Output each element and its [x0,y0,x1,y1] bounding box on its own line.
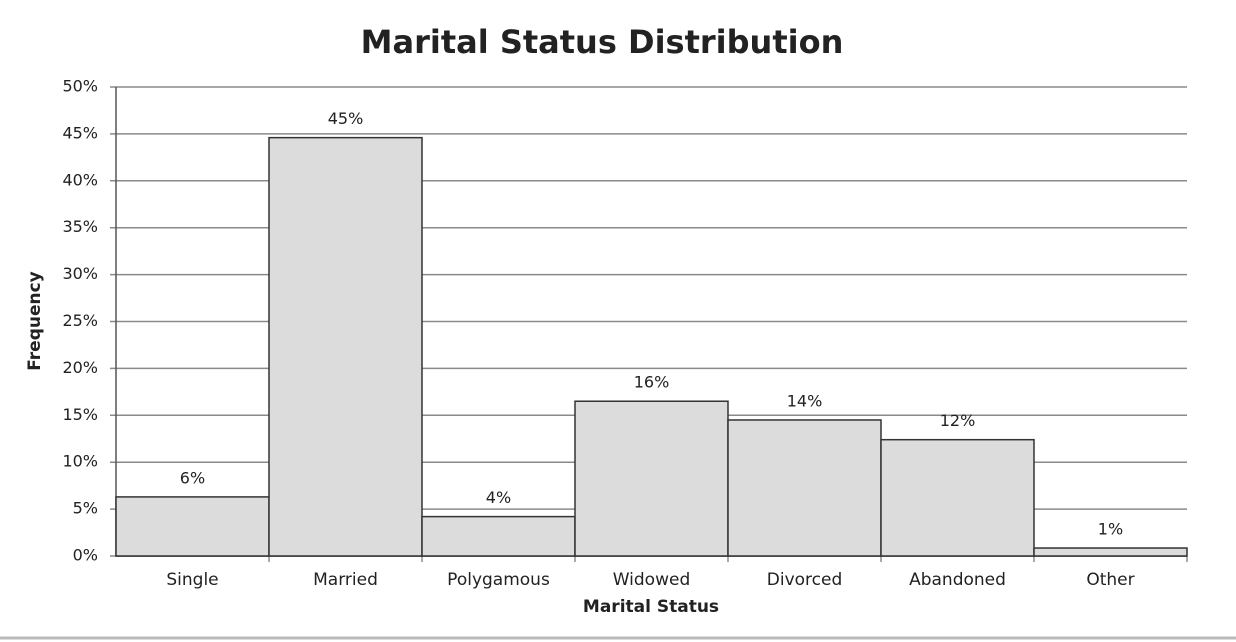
bar [268,136,423,557]
chart-title: Marital Status Distribution [361,23,844,61]
x-tick-label: Widowed [613,570,691,590]
y-tick-label: 45% [62,123,98,142]
x-tick-label: Single [166,570,218,590]
x-tick-label: Divorced [767,570,843,590]
bar [727,419,882,557]
y-axis-label: Frequency [25,271,45,371]
y-tick-label: 15% [62,405,98,424]
data-label: 16% [634,373,670,392]
y-tick-label: 30% [62,264,98,283]
y-tick-label: 5% [73,499,98,518]
y-tick-label: 50% [62,77,98,96]
y-tick-label: 25% [62,311,98,330]
data-label: 45% [328,109,364,128]
y-tick-label: 0% [73,546,98,565]
bar [115,496,270,557]
data-label: 12% [940,411,976,430]
data-label: 1% [1098,520,1123,539]
data-label: 4% [486,488,511,507]
bar [880,438,1035,557]
x-axis-label: Marital Status [583,597,719,617]
x-tick-label: Abandoned [909,570,1006,590]
y-tick-label: 20% [62,358,98,377]
bar [574,400,729,557]
y-tick-label: 40% [62,170,98,189]
data-label: 14% [787,391,823,410]
data-label: 6% [180,468,205,487]
y-tick-label: 10% [62,452,98,471]
x-tick-label: Other [1086,570,1134,590]
bar [421,515,576,557]
x-tick-label: Married [313,570,378,590]
bar [1033,547,1188,557]
x-tick-label: Polygamous [447,570,550,590]
y-tick-label: 35% [62,217,98,236]
